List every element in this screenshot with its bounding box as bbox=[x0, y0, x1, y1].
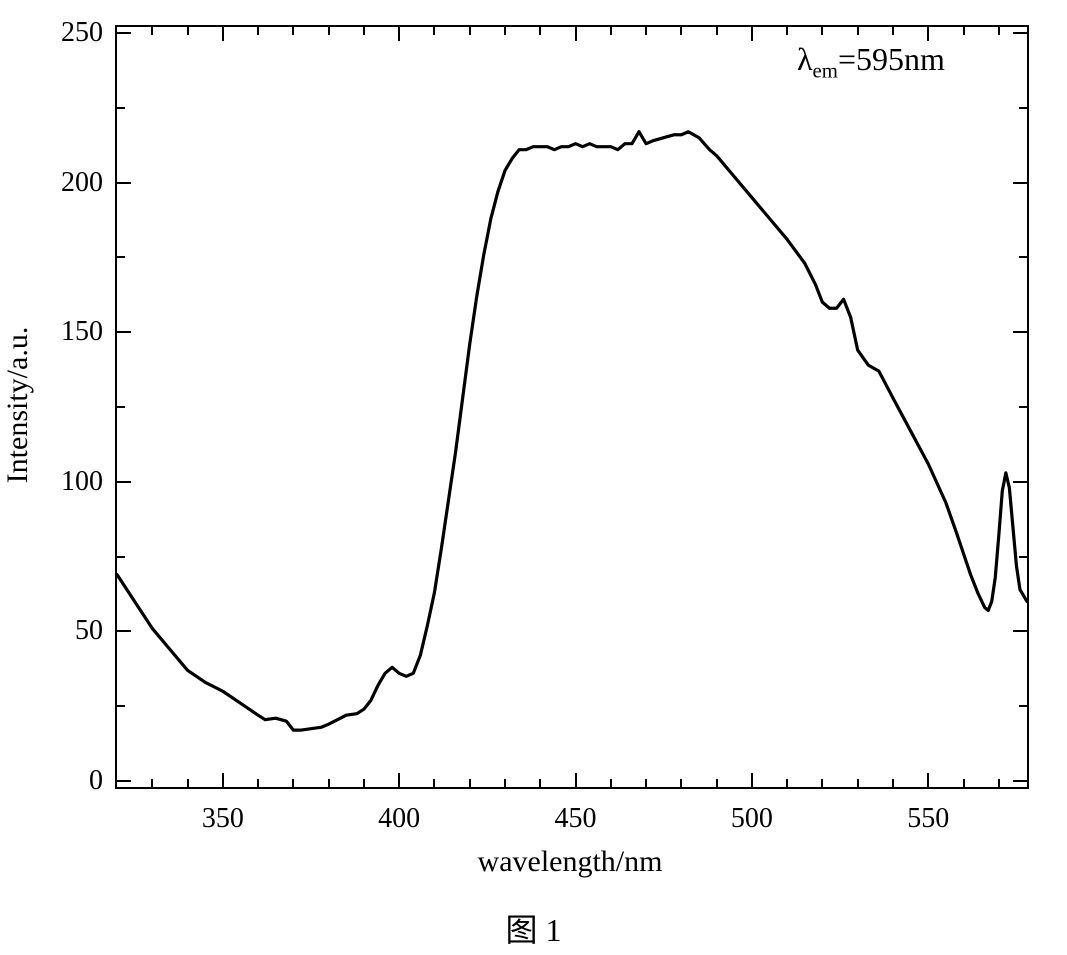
y-tick-label: 150 bbox=[61, 316, 103, 348]
x-tick-minor bbox=[469, 27, 471, 35]
x-tick-label: 450 bbox=[555, 803, 597, 835]
y-tick-minor bbox=[1019, 406, 1027, 408]
x-tick-minor bbox=[187, 779, 189, 787]
x-tick-minor bbox=[504, 27, 506, 35]
x-tick-major bbox=[222, 27, 224, 41]
y-tick-minor bbox=[117, 705, 125, 707]
x-tick-minor bbox=[328, 779, 330, 787]
x-tick-minor bbox=[504, 779, 506, 787]
y-tick-major bbox=[117, 32, 131, 34]
x-tick-major bbox=[398, 773, 400, 787]
y-tick-minor bbox=[117, 556, 125, 558]
x-tick-minor bbox=[645, 779, 647, 787]
x-tick-label: 550 bbox=[907, 803, 949, 835]
x-tick-minor bbox=[716, 779, 718, 787]
y-tick-label: 250 bbox=[61, 17, 103, 49]
y-tick-label: 50 bbox=[75, 615, 103, 647]
x-tick-label: 400 bbox=[378, 803, 420, 835]
x-tick-minor bbox=[363, 779, 365, 787]
y-tick-major bbox=[1013, 331, 1027, 333]
y-tick-minor bbox=[1019, 107, 1027, 109]
x-tick-minor bbox=[292, 27, 294, 35]
x-tick-minor bbox=[786, 779, 788, 787]
x-tick-minor bbox=[821, 27, 823, 35]
y-tick-major bbox=[1013, 780, 1027, 782]
x-tick-minor bbox=[786, 27, 788, 35]
y-tick-minor bbox=[1019, 705, 1027, 707]
annotation-lambda-em: λem=595nm bbox=[797, 41, 945, 83]
x-tick-minor bbox=[151, 27, 153, 35]
x-tick-major bbox=[398, 27, 400, 41]
x-tick-minor bbox=[433, 779, 435, 787]
x-tick-label: 350 bbox=[202, 803, 244, 835]
y-tick-major bbox=[1013, 32, 1027, 34]
x-tick-minor bbox=[716, 27, 718, 35]
x-tick-minor bbox=[892, 779, 894, 787]
x-tick-minor bbox=[539, 27, 541, 35]
x-tick-major bbox=[751, 773, 753, 787]
y-tick-major bbox=[117, 331, 131, 333]
y-tick-minor bbox=[117, 256, 125, 258]
figure-wrap: Intensity/a.u. λem=595nm 350400450500550… bbox=[0, 0, 1067, 955]
x-tick-minor bbox=[610, 27, 612, 35]
x-tick-minor bbox=[998, 779, 1000, 787]
y-tick-major bbox=[117, 630, 131, 632]
x-tick-minor bbox=[363, 27, 365, 35]
y-tick-major bbox=[1013, 481, 1027, 483]
x-tick-minor bbox=[998, 27, 1000, 35]
x-tick-minor bbox=[610, 779, 612, 787]
y-tick-label: 200 bbox=[61, 167, 103, 199]
x-tick-major bbox=[927, 27, 929, 41]
y-tick-label: 100 bbox=[61, 466, 103, 498]
x-tick-minor bbox=[857, 779, 859, 787]
x-tick-minor bbox=[292, 779, 294, 787]
y-tick-major bbox=[1013, 182, 1027, 184]
x-tick-minor bbox=[680, 27, 682, 35]
x-tick-minor bbox=[257, 27, 259, 35]
x-tick-minor bbox=[257, 779, 259, 787]
y-tick-minor bbox=[1019, 556, 1027, 558]
x-tick-minor bbox=[645, 27, 647, 35]
y-tick-major bbox=[117, 780, 131, 782]
x-tick-major bbox=[751, 27, 753, 41]
x-tick-minor bbox=[187, 27, 189, 35]
y-tick-minor bbox=[117, 406, 125, 408]
x-tick-minor bbox=[328, 27, 330, 35]
line-series bbox=[117, 27, 1027, 787]
x-tick-major bbox=[575, 27, 577, 41]
x-tick-minor bbox=[963, 27, 965, 35]
y-tick-major bbox=[1013, 630, 1027, 632]
x-tick-minor bbox=[680, 779, 682, 787]
x-tick-label: 500 bbox=[731, 803, 773, 835]
x-tick-minor bbox=[151, 779, 153, 787]
x-tick-minor bbox=[963, 779, 965, 787]
x-tick-major bbox=[927, 773, 929, 787]
figure-caption: 图 1 bbox=[505, 905, 561, 951]
y-tick-label: 0 bbox=[89, 765, 103, 797]
y-tick-minor bbox=[117, 107, 125, 109]
plot-area: λem=595nm 350400450500550050100150200250 bbox=[115, 25, 1029, 789]
y-tick-minor bbox=[1019, 256, 1027, 258]
x-tick-minor bbox=[433, 27, 435, 35]
x-tick-minor bbox=[821, 779, 823, 787]
x-axis-label: wavelength/nm bbox=[478, 845, 663, 879]
y-tick-major bbox=[117, 481, 131, 483]
x-tick-major bbox=[222, 773, 224, 787]
y-tick-major bbox=[117, 182, 131, 184]
x-tick-minor bbox=[857, 27, 859, 35]
y-axis-label: Intensity/a.u. bbox=[1, 327, 35, 484]
x-tick-minor bbox=[539, 779, 541, 787]
x-tick-minor bbox=[469, 779, 471, 787]
x-tick-minor bbox=[892, 27, 894, 35]
x-tick-major bbox=[575, 773, 577, 787]
series-excitation-spectrum bbox=[117, 132, 1027, 730]
